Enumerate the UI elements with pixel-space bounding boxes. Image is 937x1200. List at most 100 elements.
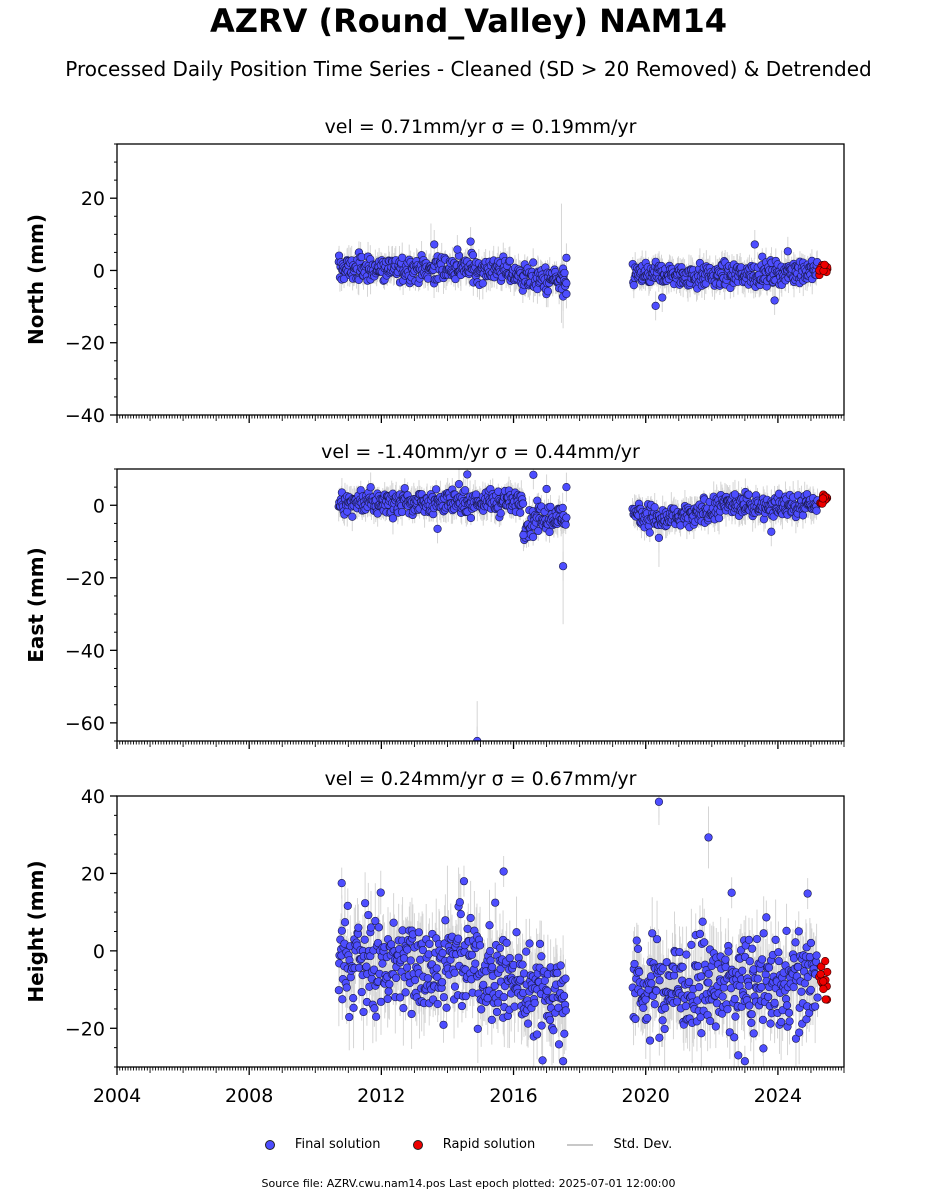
final-solution-point xyxy=(345,1012,354,1022)
final-solution-point xyxy=(441,916,450,925)
final-solution-point xyxy=(529,532,538,542)
final-solution-point xyxy=(704,978,713,987)
y-tick-label: 20 xyxy=(81,188,105,210)
final-solution-point xyxy=(406,956,415,965)
final-solution-point xyxy=(385,980,394,989)
final-solution-point xyxy=(633,944,643,954)
final-solution-point xyxy=(549,1026,558,1035)
final-solution-point xyxy=(643,1013,652,1023)
final-solution-point xyxy=(425,939,434,949)
final-solution-point xyxy=(645,528,654,537)
final-solution-point xyxy=(505,256,514,265)
final-solution-point xyxy=(486,956,495,965)
final-solution-point xyxy=(492,1007,502,1017)
final-solution-point xyxy=(798,511,808,520)
final-solution-point xyxy=(361,899,370,908)
final-solution-point xyxy=(554,1040,564,1049)
final-solution-point xyxy=(487,1015,496,1024)
final-solution-point xyxy=(371,916,380,926)
final-solution-point xyxy=(629,280,638,290)
final-solution-point xyxy=(442,1003,451,1012)
final-solution-point xyxy=(744,490,753,499)
final-solution-point xyxy=(561,520,570,529)
final-solution-point xyxy=(342,983,351,992)
final-solution-point xyxy=(456,910,465,919)
final-solution-point xyxy=(655,976,664,985)
final-solution-point xyxy=(560,1029,569,1038)
final-solution-point xyxy=(704,969,713,978)
final-solution-point xyxy=(400,484,409,493)
final-solution-point xyxy=(334,986,343,995)
final-solution-point xyxy=(783,247,792,256)
final-solution-point xyxy=(451,274,460,284)
final-solution-point xyxy=(410,975,420,985)
final-solution-point xyxy=(652,986,661,995)
final-solution-point xyxy=(537,1021,546,1030)
panel-data xyxy=(334,796,832,1067)
final-solution-point xyxy=(398,926,407,935)
final-solution-point xyxy=(453,245,462,254)
final-solution-point xyxy=(632,936,641,945)
final-solution-point xyxy=(652,935,662,944)
final-solution-point xyxy=(455,898,464,907)
final-solution-point xyxy=(682,950,691,959)
final-solution-point xyxy=(658,1016,667,1025)
final-solution-point xyxy=(366,483,375,492)
final-solution-point xyxy=(658,964,667,973)
final-solution-point xyxy=(392,973,401,983)
final-solution-point xyxy=(650,1000,659,1009)
final-solution-point xyxy=(510,1002,519,1011)
final-solution-point xyxy=(403,963,412,972)
final-solution-point xyxy=(461,992,470,1001)
final-solution-point xyxy=(697,1029,706,1038)
final-solution-point xyxy=(374,923,383,932)
final-solution-point xyxy=(433,524,442,533)
final-solution-point xyxy=(466,237,475,246)
final-solution-point xyxy=(658,293,667,302)
final-solution-point xyxy=(337,926,346,935)
y-tick-label: 0 xyxy=(93,260,105,282)
final-solution-point xyxy=(512,928,521,937)
final-solution-points xyxy=(334,470,822,741)
y-tick-label: −20 xyxy=(65,333,105,355)
final-solution-point xyxy=(516,508,525,517)
rapid-solution-points xyxy=(815,260,832,280)
final-solution-point xyxy=(403,945,412,954)
final-solution-point xyxy=(556,961,565,970)
y-tick-label: −60 xyxy=(65,713,105,735)
final-solution-point xyxy=(714,514,724,523)
final-solution-point xyxy=(635,967,644,977)
final-solution-point xyxy=(395,993,405,1002)
final-solution-point xyxy=(467,950,477,959)
final-solution-point xyxy=(537,952,546,961)
rapid-solution-point xyxy=(818,494,828,503)
final-solution-point xyxy=(662,958,671,967)
final-solution-point xyxy=(369,965,379,974)
final-solution-point xyxy=(432,485,441,494)
final-solution-point xyxy=(655,1033,664,1042)
final-solution-point xyxy=(433,999,442,1009)
final-solution-point xyxy=(471,959,480,968)
final-solution-point xyxy=(491,898,500,907)
final-solution-point xyxy=(519,530,528,540)
final-solution-point xyxy=(340,918,350,927)
final-solution-point xyxy=(700,938,709,947)
final-solution-point xyxy=(648,929,657,938)
panel-1: −40 −20 0 20 vel = 0.71mm/yr σ = 0.19mm/yr No… xyxy=(24,116,845,427)
final-solution-point xyxy=(364,910,373,920)
final-solution-point xyxy=(496,509,505,518)
final-solution-point xyxy=(529,470,538,479)
final-solution-point xyxy=(366,923,376,932)
final-solution-point xyxy=(349,1003,358,1012)
final-solution-point xyxy=(639,1003,648,1012)
final-solution-point xyxy=(530,998,539,1008)
final-solution-point xyxy=(360,935,369,944)
final-solution-point xyxy=(343,901,352,911)
final-solution-point xyxy=(354,923,363,932)
final-solution-point xyxy=(399,1004,408,1013)
final-solution-point xyxy=(695,983,704,992)
final-solution-point xyxy=(693,961,703,971)
final-solution-point xyxy=(681,1002,690,1011)
final-solution-point xyxy=(463,470,472,479)
